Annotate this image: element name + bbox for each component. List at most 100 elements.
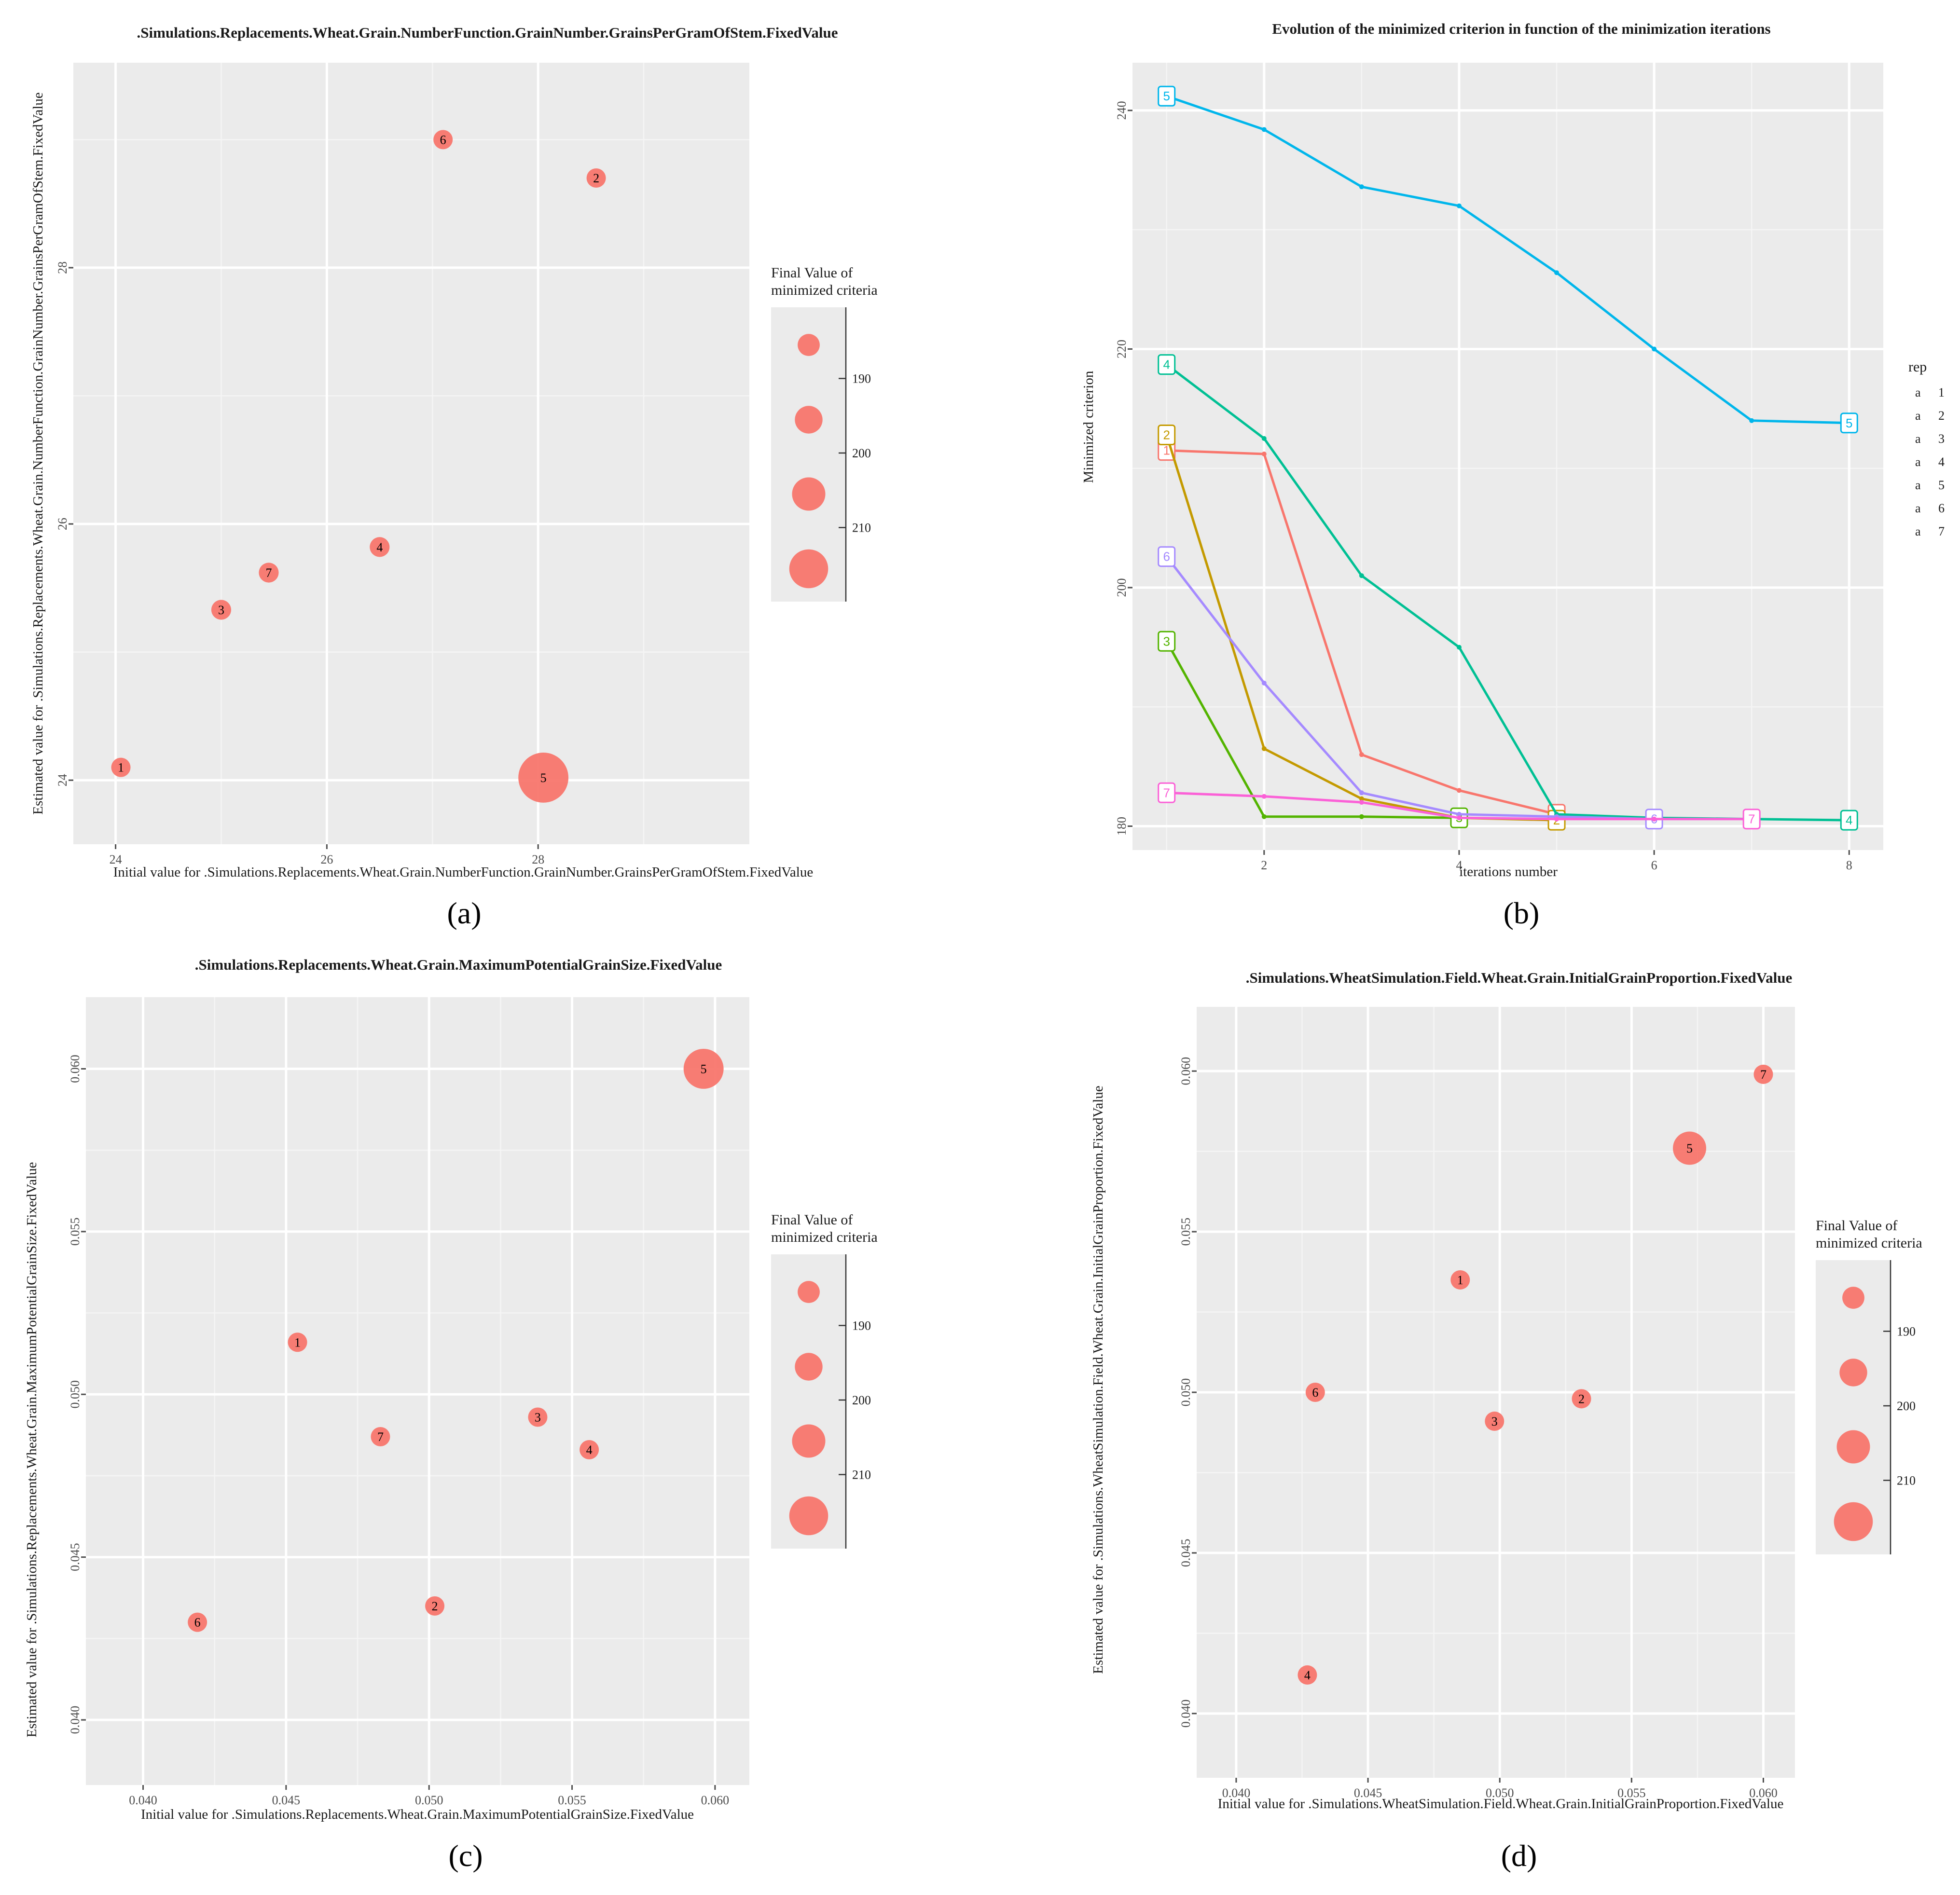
bubble-marker [1450, 1270, 1470, 1290]
x-tick-label: 0.055 [558, 1793, 586, 1807]
series-point [1359, 184, 1364, 190]
bubble-marker [1485, 1411, 1505, 1431]
series-end-label-box [1158, 424, 1176, 445]
panel-label-d: (d) [1501, 1839, 1537, 1873]
series-end-label-box [1840, 412, 1858, 434]
bubble-marker [433, 130, 453, 150]
bubble-marker [518, 753, 569, 803]
legend-key-bubble [789, 1496, 828, 1536]
legend-key-bubble [792, 1424, 826, 1458]
legend-key-bubble [789, 549, 828, 589]
series-end-label: 5 [1163, 89, 1170, 103]
bubble-label: 2 [1578, 1392, 1585, 1406]
bubble-label: 1 [1457, 1273, 1463, 1287]
chart-title: .Simulations.WheatSimulation.Field.Wheat… [1246, 969, 1792, 986]
bubble-marker [259, 563, 279, 583]
legend-label: 4 [1938, 455, 1945, 469]
series-point [1359, 800, 1364, 805]
bubble-label: 1 [118, 761, 124, 775]
x-axis-title: Initial value for .Simulations.WheatSimu… [1218, 1796, 1784, 1812]
series-end-label: 4 [1163, 357, 1170, 372]
bubble-marker [1297, 1665, 1317, 1685]
series-point [1456, 788, 1462, 793]
plot-background [1132, 63, 1883, 850]
chart-d: 0.040 0.045 0.050 0.055 0.060 0.040 0.045 0.050… [1090, 969, 1922, 1812]
legend-label: 3 [1938, 432, 1945, 446]
bubble-6: 6 [1305, 1383, 1325, 1402]
x-tick-label: 0.060 [701, 1793, 730, 1807]
legend-label: 190 [852, 372, 871, 386]
legend-label: 7 [1938, 524, 1945, 538]
legend-label: 210 [852, 521, 871, 535]
bubble-4: 4 [370, 537, 390, 557]
y-axis-title: Estimated value for .Simulations.WheatSi… [1090, 1085, 1106, 1674]
series-end-label: 7 [1163, 785, 1170, 800]
bubble-2: 2 [1572, 1389, 1591, 1409]
legend-key-bubble [798, 1281, 820, 1303]
series-end-label-box [1158, 85, 1176, 107]
bubble-3: 3 [528, 1407, 548, 1427]
series-end-label: 3 [1163, 634, 1170, 648]
bubble-marker [1572, 1389, 1591, 1409]
bubble-label: 5 [540, 771, 547, 785]
y-axis-title: Minimized criterion [1081, 371, 1096, 483]
series-point [1359, 573, 1364, 578]
x-tick-label: 0.040 [129, 1793, 157, 1807]
legend-key-bubble [1842, 1287, 1864, 1309]
series-point [1359, 796, 1364, 801]
bubble-marker [586, 168, 606, 188]
x-axis-title: Initial value for .Simulations.Replaceme… [141, 1807, 694, 1822]
bubble-4: 4 [580, 1440, 599, 1459]
x-tick-label: 26 [320, 852, 333, 866]
legend-key-glyph: a [1915, 432, 1921, 446]
bubble-label: 7 [265, 566, 272, 580]
y-tick-label: 28 [55, 261, 69, 274]
series-point [1261, 746, 1267, 751]
y-tick-label: 0.045 [1179, 1539, 1193, 1567]
legend-title: Final Value of [1816, 1218, 1897, 1234]
legend-key-bubble [795, 406, 823, 434]
x-tick-label: 0.060 [1749, 1786, 1778, 1800]
series-end-label: 6 [1163, 549, 1170, 564]
series-point [1261, 436, 1267, 441]
legend-label: 190 [1897, 1325, 1916, 1339]
y-tick-label: 200 [1115, 578, 1129, 597]
y-tick-label: 0.060 [68, 1055, 82, 1083]
x-tick-label: 2 [1261, 858, 1267, 872]
bubble-label: 6 [1312, 1386, 1318, 1400]
series-end-label: 5 [1846, 416, 1852, 430]
series-line [1166, 95, 1850, 425]
series-end-label: 7 [1748, 812, 1755, 826]
chart-b: 2 4 6 8 180 200 220 240 Evolution of the minimiz… [1081, 20, 1945, 879]
bubble-marker [188, 1612, 207, 1632]
bubble-marker [1753, 1064, 1773, 1084]
x-axis-title: iterations number [1459, 864, 1558, 879]
bubble-5: 5 [518, 753, 569, 803]
series-point [1261, 794, 1267, 799]
bubble-label: 5 [1686, 1141, 1693, 1155]
bubble-marker [370, 537, 390, 557]
series-end-label-box [1158, 782, 1176, 803]
y-axis-title: Estimated value for .Simulations.Replace… [30, 92, 46, 814]
x-axis-title: Initial value for .Simulations.Replaceme… [113, 865, 813, 880]
legend-label: 200 [852, 1393, 871, 1407]
bubble-label: 2 [432, 1599, 438, 1613]
legend-label: 190 [852, 1319, 871, 1333]
x-tick-label: 4 [1456, 858, 1462, 872]
bubble-label: 4 [1304, 1668, 1311, 1682]
series-point [1359, 814, 1364, 819]
bubble-6: 6 [188, 1612, 207, 1632]
bubble-label: 3 [535, 1410, 541, 1424]
y-tick-label: 0.050 [1179, 1378, 1193, 1407]
x-tick-label: 0.050 [1486, 1786, 1514, 1800]
panel-label-a: (a) [447, 896, 481, 930]
rep-legend: rep a 1 a 2 a 3 a 4 a 5 a 6 a 7 [1908, 359, 1945, 538]
series-end-label-box [1158, 631, 1176, 652]
y-tick-label: 24 [55, 774, 69, 786]
bubble-marker [371, 1427, 390, 1446]
chart-a: 24 26 28242628.Simulations.Replacements.Wh… [30, 24, 878, 880]
legend-key-glyph: a [1915, 385, 1921, 399]
series-end-label: 2 [1163, 427, 1170, 442]
chart-c: 0.040 0.045 0.050 0.055 0.060 0.040 0.045 0.050… [24, 956, 878, 1822]
